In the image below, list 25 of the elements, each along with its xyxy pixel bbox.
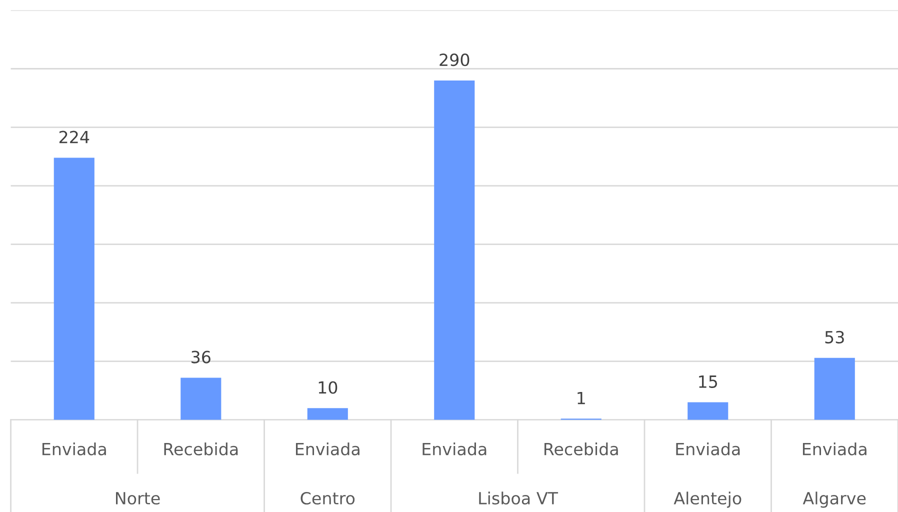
x-tick-label: Enviada — [42, 442, 106, 456]
bar — [434, 80, 475, 420]
bar — [814, 358, 855, 420]
data-label: 53 — [825, 330, 844, 344]
x-tick-label: Enviada — [296, 442, 360, 456]
data-label: 15 — [699, 376, 718, 388]
x-tick-label: Enviada — [676, 442, 740, 456]
x-tick-label: Enviada — [422, 442, 486, 456]
text: Norte — [116, 492, 160, 505]
bar — [180, 378, 222, 420]
data-label: 224 — [59, 130, 90, 144]
text: Alentejo — [674, 492, 742, 508]
data-label: 1 — [578, 392, 585, 404]
x-tick-label: Enviada — [802, 442, 866, 456]
x-tick-label: Recebida — [544, 442, 618, 456]
text: Centro — [300, 492, 355, 505]
data-label: 10 — [318, 381, 338, 394]
text: Algarve — [802, 492, 866, 508]
data-label: 36 — [192, 350, 210, 364]
bar — [54, 158, 94, 420]
data-label: 290 — [440, 54, 470, 66]
bar — [307, 408, 348, 420]
text: Lisboa VT — [479, 492, 558, 505]
bar — [688, 402, 728, 420]
x-tick-label: Recebida — [164, 442, 238, 456]
